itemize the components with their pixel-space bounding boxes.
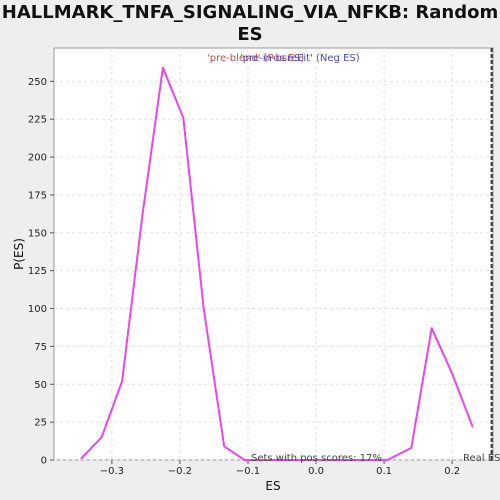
y-tick-label: 0 [41,456,47,467]
es-data-point [264,459,266,461]
x-tick-label: 0.0 [308,466,324,477]
es-data-point [80,457,83,460]
es-data-point [141,213,144,216]
x-tick-label: 0.2 [444,466,460,477]
es-data-point [243,459,246,461]
x-axis-label: ES [265,479,280,493]
y-axis-label: P(ES) [12,238,26,270]
legend-entry-neg-es: 'pre-in-bsreEit' (Neg ES) [240,53,360,64]
legend-entry-pos-es: 'pre-blend' (Pos ES) [207,53,304,64]
y-tick-label: 75 [34,342,47,353]
x-tick-label: −0.1 [236,466,260,477]
x-tick-label: −0.2 [168,466,192,477]
y-tick-label: 250 [28,77,47,88]
grid-lines [54,48,493,461]
es-data-point [121,380,123,383]
es-data-point [162,66,164,69]
y-tick-label: 25 [34,418,47,429]
y-tick-label: 100 [28,304,47,315]
y-tick-label: 125 [28,266,47,277]
es-data-point [182,116,185,119]
y-tick-label: 50 [34,380,47,391]
real-es-label: Real ES [463,453,500,464]
es-data-point [386,459,389,461]
chart-title-line-1: HALLMARK_TNFA_SIGNALING_VIA_NFKB: Random… [1,2,499,45]
axis-ticks: −0.3 −0.2 −0.1 0.0 0.1 0.2 0 25 50 75 100 125 150 175… [28,77,460,477]
es-data-point [202,307,205,310]
pos-scores-annotation: Sets with pos scores: 17% [251,453,382,464]
series-layer [80,66,474,461]
es-data-point [223,445,225,448]
y-tick-label: 200 [28,153,47,164]
y-tick-label: 225 [28,115,47,126]
es-data-point [100,436,103,439]
x-tick-label: −0.3 [100,466,124,477]
es-data-point [451,372,453,375]
es-data-point [410,447,413,449]
x-tick-label: 0.1 [376,466,392,477]
y-tick-label: 175 [28,190,47,201]
y-tick-label: 150 [28,228,47,239]
es-data-point [430,327,433,330]
es-data-point [471,425,474,428]
plot-area [53,47,494,461]
